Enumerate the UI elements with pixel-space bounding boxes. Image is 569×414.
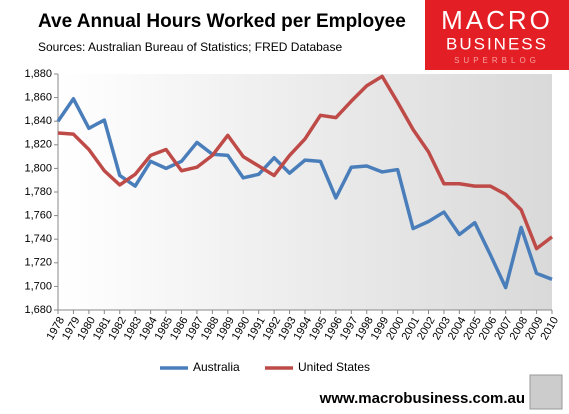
chart-title: Ave Annual Hours Worked per Employee <box>38 11 406 32</box>
series-line <box>56 97 553 290</box>
y-tick-label: 1,700 <box>24 280 52 292</box>
y-tick-label: 1,860 <box>24 92 52 104</box>
y-tick-label: 1,820 <box>24 139 52 151</box>
logo-box <box>425 0 569 70</box>
legend-label: United States <box>298 360 370 374</box>
y-tick-label: 1,840 <box>24 115 52 127</box>
y-tick-label: 1,800 <box>24 162 52 174</box>
y-tick-label: 1,760 <box>24 210 52 222</box>
logo-icon <box>529 374 563 410</box>
y-tick-label: 1,780 <box>24 186 52 198</box>
y-tick-label: 1,740 <box>24 233 52 245</box>
y-tick-label: 1,880 <box>24 68 52 80</box>
series-line <box>57 74 554 251</box>
plot-area <box>58 74 552 310</box>
y-tick-label: 1,680 <box>24 304 52 316</box>
logo-tag: SUPERBLOG <box>454 56 540 65</box>
logo-name: MACRO <box>441 5 553 35</box>
logo-sub: BUSINESS <box>446 34 548 53</box>
chart-subtitle: Sources: Australian Bureau of Statistics… <box>38 40 342 54</box>
footer: www.macrobusiness.com.au <box>319 390 525 407</box>
legend-label: Australia <box>193 360 240 374</box>
y-tick-label: 1,720 <box>24 257 52 269</box>
